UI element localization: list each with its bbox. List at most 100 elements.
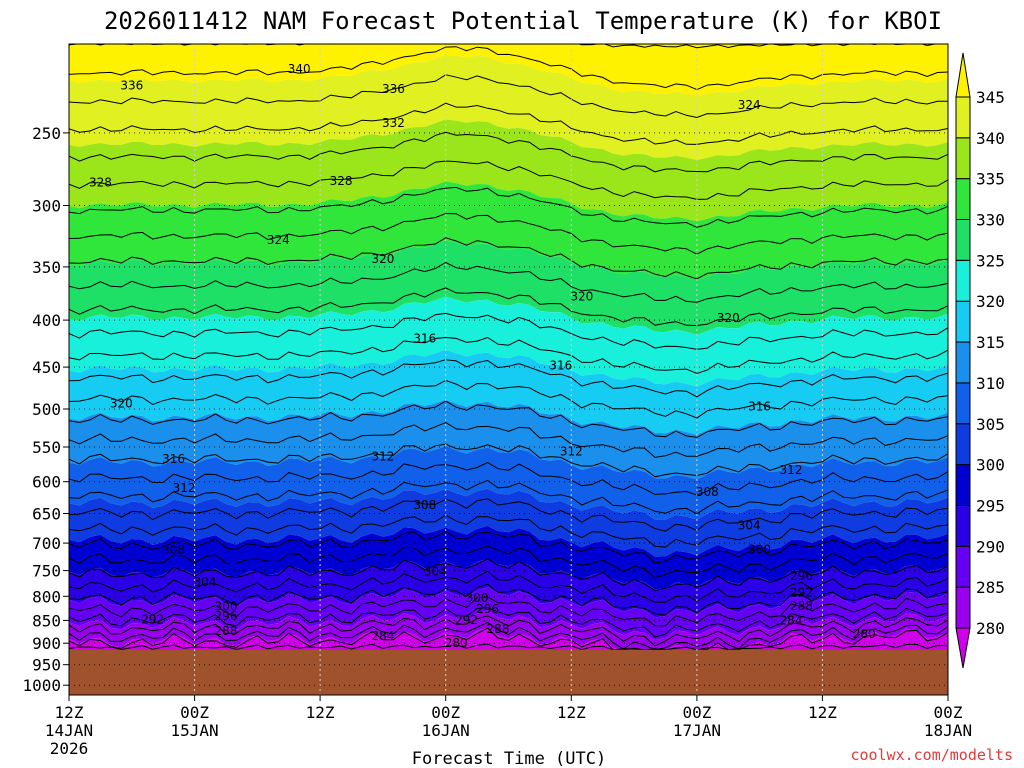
contour-label: 308	[162, 543, 185, 557]
y-tick-label: 500	[32, 400, 61, 419]
colorbar-segment	[955, 96, 971, 139]
contour-label: 304	[424, 565, 447, 579]
x-tick-label: 14JAN	[45, 721, 93, 740]
temperature-band	[69, 399, 948, 480]
temperature-band	[69, 44, 948, 96]
colorbar-segment	[955, 586, 971, 629]
x-tick-label: 00Z	[431, 703, 460, 722]
contour-label: 332	[382, 116, 405, 130]
isentrope-line	[69, 583, 948, 616]
y-tick-label: 700	[32, 534, 61, 553]
colorbar-label: 285	[976, 578, 1005, 597]
isentrope-line	[69, 596, 948, 627]
credit-link[interactable]: coolwx.com/modelts	[850, 746, 1013, 764]
isentrope-line	[69, 461, 948, 496]
isentrope-line	[69, 570, 948, 603]
isentrope-line	[69, 44, 938, 49]
colorbar-label: 315	[976, 333, 1005, 352]
isentrope-line	[69, 627, 948, 651]
colorbar-segment	[955, 178, 971, 220]
isentrope-line	[69, 607, 948, 638]
contour-label: 300	[748, 542, 771, 556]
contour-label: 280	[853, 627, 876, 641]
contour-label: 324	[267, 233, 290, 247]
contour-label: 280	[445, 636, 468, 650]
y-tick-label: 450	[32, 358, 61, 377]
colorbar-label: 320	[976, 292, 1005, 311]
y-tick-label: 350	[32, 258, 61, 277]
colorbar-segment	[955, 545, 971, 588]
x-tick-label: 12Z	[306, 703, 335, 722]
temperature-band	[69, 181, 948, 280]
colorbar-label: 295	[976, 497, 1005, 516]
contour-label: 312	[780, 463, 803, 477]
contour-label: 284	[371, 629, 394, 643]
isentrope-line	[69, 46, 948, 91]
colorbar-label: 310	[976, 374, 1005, 393]
colorbar-label: 300	[976, 456, 1005, 475]
y-tick-label: 650	[32, 505, 61, 524]
x-tick-label: 00Z	[934, 703, 963, 722]
contour-label: 296	[790, 569, 813, 583]
colorbar-segment	[955, 137, 971, 180]
chart-title: 2026011412 NAM Forecast Potential Temper…	[104, 7, 942, 35]
x-tick-label: 00Z	[682, 703, 711, 722]
isentrope-line	[69, 379, 948, 419]
colorbar-label: 335	[976, 170, 1005, 189]
colorbar-label: 280	[976, 619, 1005, 638]
isentrope-line	[69, 160, 948, 200]
y-tick-label: 800	[32, 587, 61, 606]
y-tick-label: 400	[32, 311, 61, 330]
y-tick-label: 300	[32, 197, 61, 216]
isentrope-line	[69, 479, 948, 515]
contour-label: 296	[215, 609, 238, 623]
contour-label: 292	[455, 613, 478, 627]
isentrope-line	[69, 643, 948, 651]
plot-area: 340 336 336 332 324 328 328 324 320 320 320 316 316 3…	[69, 44, 948, 695]
isentrope-line	[69, 498, 948, 532]
temperature-band	[69, 488, 948, 557]
temperature-band	[69, 446, 948, 520]
colorbar-segment	[955, 423, 971, 466]
y-tick-label: 1000	[22, 676, 61, 695]
colorbar: 280 285 290 295 300 305 310 315 320 325 330 335 340 3…	[955, 52, 1005, 669]
contour-label: 300	[466, 591, 489, 605]
contour-label: 308	[696, 485, 719, 499]
isentrope-line	[69, 261, 948, 303]
contour-label: 328	[89, 175, 112, 189]
colorbar-segment	[955, 219, 971, 261]
isentrope-line	[69, 312, 948, 350]
isentrope-line	[69, 421, 948, 458]
y-tick-label: 900	[32, 634, 61, 653]
isentrope-line	[69, 237, 948, 280]
temperature-band	[69, 558, 948, 618]
y-tick-label: 950	[32, 656, 61, 675]
colorbar-segment	[955, 627, 971, 669]
contour-label: 304	[194, 575, 217, 589]
contour-label: 328	[330, 174, 353, 188]
contour-label: 336	[120, 79, 143, 93]
x-tick-label: 15JAN	[171, 721, 219, 740]
isentrope-line	[69, 545, 948, 579]
contour-label: 312	[371, 449, 394, 463]
x-tick-label: 17JAN	[673, 721, 721, 740]
y-tick-label: 550	[32, 438, 61, 457]
colorbar-label: 290	[976, 537, 1005, 556]
isentrope-line	[69, 615, 948, 647]
x-tick-label: 12Z	[557, 703, 586, 722]
y-tick-label: 750	[32, 562, 61, 581]
colorbar-segment	[955, 259, 971, 302]
pressure-axis: 250 300 350 400 450 500 550 600 650 700 750 800 850 9…	[22, 124, 69, 695]
isentrope-line	[69, 131, 948, 173]
contour-labels: 340 336 336 332 324 328 328 324 320 320 320 316 316 3…	[89, 62, 876, 650]
contour-label: 288	[790, 599, 813, 613]
isentrope-line	[69, 400, 948, 438]
contour-label: 320	[717, 311, 740, 325]
contour-label: 320	[110, 396, 133, 410]
temperature-bands	[69, 44, 948, 652]
isentrope-line	[69, 558, 948, 592]
contour-label: 296	[476, 602, 499, 616]
colorbar-segment	[955, 300, 971, 343]
temperature-band	[69, 54, 948, 161]
x-tick-label: 2026	[50, 739, 89, 758]
